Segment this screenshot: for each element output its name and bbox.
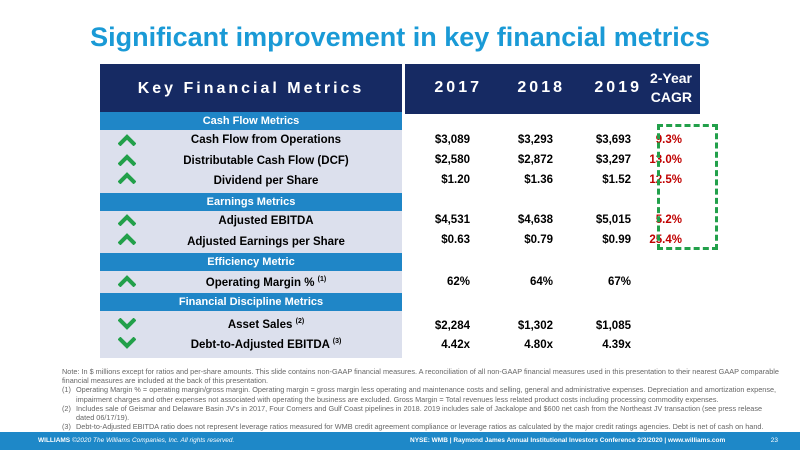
cagr-highlight-box [657,124,718,250]
page-number: 23 [770,437,778,444]
metrics-panel [100,116,402,358]
section-efficiency: Efficiency Metric [100,253,402,271]
value-2018: $4,638 [517,214,553,226]
section-cash-flow: Cash Flow Metrics [100,112,402,130]
up-chevron-icon [118,214,136,226]
year-2017-header: 2017 [434,79,482,96]
value-2019: 67% [607,276,631,288]
down-chevron-icon [118,337,136,349]
value-2017: $1.20 [441,174,470,186]
value-2018: $0.79 [524,234,553,246]
value-2017: $2,580 [434,154,470,166]
year-2018-header: 2018 [517,79,565,96]
value-2017: $0.63 [441,234,470,246]
value-2018: 64% [529,276,553,288]
up-chevron-icon [118,154,136,166]
value-2018: $3,293 [517,134,553,146]
row-label: Adjusted EBITDA [218,215,314,227]
value-2017: $2,284 [434,320,470,332]
down-chevron-icon [118,318,136,330]
value-2019: $1,085 [595,320,631,332]
up-chevron-icon [118,172,136,184]
cagr-value: 5.2% [655,214,682,226]
value-2019: $3,297 [595,154,631,166]
row-label: Asset Sales (2) [227,318,305,331]
value-2019: $5,015 [595,214,631,226]
footnote-2: (2) Includes sale of Geismar and Delaware… [62,403,763,423]
value-2017: $4,531 [434,214,470,226]
value-2019: $0.99 [602,234,631,246]
value-2019: $1.52 [602,174,631,186]
value-2018: 4.80x [524,339,553,351]
row-label: Debt-to-Adjusted EBITDA (3) [190,338,342,351]
cagr-value: 9.3% [655,134,682,146]
row-label: Dividend per Share [213,175,319,187]
footer-bar: WILLIAMS ©2020 The Williams Companies, I… [0,432,800,450]
footer-event: NYSE: WMB | Raymond James Annual Institu… [410,437,726,444]
row-label: Operating Margin % (1) [205,276,327,289]
up-chevron-icon [118,134,136,146]
value-2018: $1.36 [524,174,553,186]
cagr-header: 2-Year CAGR [649,70,692,105]
row-label: Distributable Cash Flow (DCF) [183,155,349,167]
row-label: Adjusted Earnings per Share [187,236,345,248]
page-title: Significant improvement in key financial… [90,22,710,52]
value-2019: $3,693 [595,134,631,146]
footnote-intro: Note: In $ millions except for ratios an… [62,367,779,386]
up-chevron-icon [118,233,136,245]
value-2019: 4.39x [602,339,631,351]
year-2019-header: 2019 [594,79,642,96]
up-chevron-icon [118,275,136,287]
section-discipline: Financial Discipline Metrics [100,293,402,311]
row-label: Cash Flow from Operations [190,134,342,146]
years-header: 2017 2018 2019 2-Year CAGR [405,64,700,114]
footnote-1: (1) Operating Margin % = operating margin… [62,385,777,404]
value-2017: 4.42x [441,339,470,351]
section-earnings: Earnings Metrics [100,193,402,211]
value-2018: $2,872 [517,154,553,166]
value-2017: $3,089 [434,134,470,146]
footnote-3: (3) Debt-to-Adjusted EBITDA ratio does no… [62,422,764,432]
metrics-column-header: Key Financial Metrics [100,64,402,114]
footnotes: Note: In $ millions except for ratios an… [62,367,782,431]
value-2018: $1,302 [517,320,553,332]
value-2017: 62% [446,276,470,288]
footer-copyright: WILLIAMS ©2020 The Williams Companies, I… [38,437,235,444]
